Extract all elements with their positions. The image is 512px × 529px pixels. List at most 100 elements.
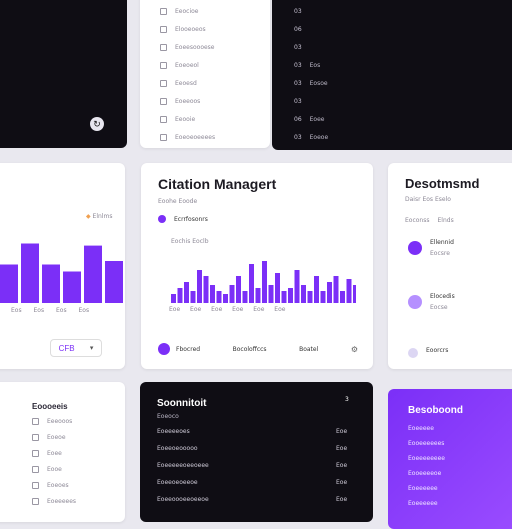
chart-bar	[105, 261, 123, 303]
chart-label: Eochis Eoclb	[171, 238, 209, 245]
list-item[interactable]: 03	[294, 98, 302, 105]
checkbox-icon[interactable]	[160, 62, 167, 69]
chart-bar	[229, 285, 235, 303]
table-row[interactable]: Eoeeeeoes	[157, 428, 190, 435]
cycle-icon[interactable]: ↻	[90, 117, 104, 131]
page-title: Citation Managert	[158, 176, 277, 192]
checkbox-icon[interactable]	[32, 498, 39, 505]
chart-bar	[294, 270, 300, 303]
chart-bar	[320, 291, 326, 303]
list-item[interactable]: Eoeeeees	[32, 498, 76, 505]
chart-bar	[346, 279, 352, 303]
checkbox-icon[interactable]	[160, 80, 167, 87]
list-item[interactable]: Eoeeeeee	[408, 500, 438, 507]
list-item[interactable]: Ellennid Eocsre	[408, 239, 454, 257]
chart-bar	[42, 264, 60, 303]
right-card-title: Desotmsmd	[405, 176, 480, 191]
chart-bar	[288, 288, 293, 303]
list-item[interactable]: Eoeoeol	[160, 62, 199, 69]
checkbox-icon[interactable]	[32, 418, 39, 425]
filter-row[interactable]: Ecrrfosonrs	[158, 215, 208, 223]
bottom-right-title: Besoboond	[408, 405, 463, 416]
checkbox-icon[interactable]	[32, 434, 39, 441]
avatar	[158, 343, 170, 355]
chart-bar	[327, 282, 332, 303]
bottom-middle-title: Soonnitoit	[157, 398, 207, 409]
chart-bar	[301, 285, 306, 303]
checkbox-icon[interactable]	[32, 450, 39, 457]
checkbox-icon[interactable]	[160, 8, 167, 15]
list-item[interactable]: Eoorcrs	[408, 347, 448, 358]
table-row[interactable]: Eoeeoooeeoeeoe	[157, 496, 209, 503]
checkbox-icon[interactable]	[160, 134, 167, 141]
chart-bar	[249, 264, 254, 303]
chevron-down-icon: ▾	[89, 345, 94, 352]
list-item[interactable]: Eeeooos	[32, 418, 72, 425]
chart-bar	[353, 285, 356, 303]
list-item[interactable]: 03 Eosoe	[294, 80, 328, 87]
bottom-right-card: Besoboond Eoeeeee Eooeeeeees Eoeeeeeeee Eoo…	[388, 389, 512, 529]
list-item[interactable]: Eoeeeeee	[408, 485, 438, 492]
list-item[interactable]: 03	[294, 8, 302, 15]
avatar	[408, 295, 422, 309]
bottom-middle-subtitle: Eoeoco	[157, 413, 179, 420]
filter-label: Ecrrfosonrs	[174, 215, 208, 223]
checkbox-icon[interactable]	[32, 466, 39, 473]
chart-bar	[63, 271, 81, 303]
right-card: Desotmsmd Daisr Eos Eselo Eoconss Elnds …	[388, 163, 512, 369]
list-item[interactable]: Eooeeeeees	[408, 440, 445, 447]
list-item[interactable]: Eoee	[32, 450, 62, 457]
subtitle: Eoohe Eoode	[158, 198, 198, 205]
list-item[interactable]: Eoeoes	[32, 482, 69, 489]
corner-badge: 3	[345, 396, 349, 403]
list-item[interactable]: Eeooie	[160, 116, 195, 123]
footer-left[interactable]: Fbocred	[158, 343, 200, 355]
table-row[interactable]: Eoeeoeooooo	[157, 445, 198, 452]
chart-bar	[268, 285, 274, 303]
chart-bar	[21, 243, 39, 303]
chart-bar	[177, 288, 183, 303]
checkbox-icon[interactable]	[160, 98, 167, 105]
list-item[interactable]: Eooe	[32, 466, 62, 473]
table-row[interactable]: Eoeeoeoeeoe	[157, 479, 198, 486]
footer-right[interactable]: Boatel	[299, 345, 319, 353]
checkbox-icon[interactable]	[32, 482, 39, 489]
right-card-header: Eoconss Elnds	[405, 217, 454, 224]
checkbox-icon[interactable]	[160, 116, 167, 123]
list-item[interactable]: Elocedis Eocse	[408, 293, 455, 311]
chart-bar	[333, 276, 339, 303]
list-item[interactable]: Eoeesoooese	[160, 44, 215, 51]
checkbox-icon[interactable]	[160, 26, 167, 33]
chart-bar	[275, 273, 280, 303]
list-item[interactable]: Eeoesd	[160, 80, 197, 87]
table-row[interactable]: Eoeeeeeoeeoeee	[157, 462, 209, 469]
top-right-list: 03 06 03 03 Eos 03 Eosoe 03 06 Eoee 03 Eoeoe	[272, 0, 512, 150]
center-bar-chart	[171, 261, 356, 303]
list-item[interactable]: Eoeoeoeeees	[160, 134, 215, 141]
list-item[interactable]: Eoeeeee	[408, 425, 434, 432]
chart-bar	[0, 264, 18, 303]
right-card-meta: Daisr Eos Eselo	[405, 196, 451, 203]
chart-bar	[171, 294, 176, 303]
list-item[interactable]: 06 Eoee	[294, 116, 325, 123]
list-item[interactable]: Eoeeoos	[160, 98, 200, 105]
badge: ◆ Elnlms	[86, 213, 113, 220]
chart-bar	[236, 276, 241, 303]
chart-bar	[262, 261, 267, 303]
list-item[interactable]: Eooeeeeoe	[408, 470, 442, 477]
list-item[interactable]: 03	[294, 44, 302, 51]
settings-icon[interactable]: ⚙	[350, 344, 358, 354]
left-bar-chart	[0, 243, 123, 303]
list-item[interactable]: Eeocioe	[160, 8, 198, 15]
list-item[interactable]: 06	[294, 26, 302, 33]
list-item[interactable]: Elooeoeos	[160, 26, 206, 33]
list-item[interactable]: 03 Eos	[294, 62, 321, 69]
select-dropdown[interactable]: CFB ▾	[50, 339, 102, 357]
list-item[interactable]: Eoeoe	[32, 434, 66, 441]
list-item[interactable]: 03 Eoeoe	[294, 134, 329, 141]
list-item[interactable]: Eoeeeeeeee	[408, 455, 445, 462]
chart-bar	[314, 276, 319, 303]
checkbox-icon[interactable]	[160, 44, 167, 51]
avatar	[408, 241, 422, 255]
chart-bar	[255, 288, 261, 303]
